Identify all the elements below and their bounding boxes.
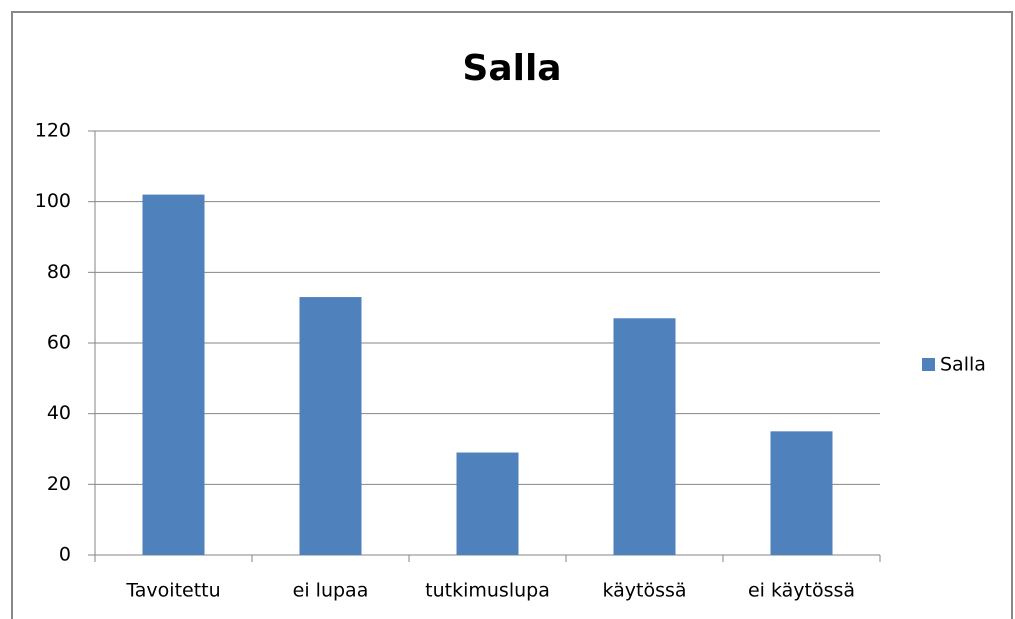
y-tick-label: 20 [47,473,71,495]
y-tick-label: 40 [47,402,71,424]
legend-label: Salla [940,354,986,376]
y-tick-label: 80 [47,261,71,283]
bar [299,297,362,555]
bar [613,318,676,555]
y-tick-label: 60 [47,332,71,354]
bar [456,452,519,555]
chart-title: Salla [462,48,561,89]
x-tick-label: tutkimuslupa [425,580,550,602]
x-tick-label: ei lupaa [293,580,369,602]
legend-swatch [922,358,935,371]
y-tick-label: 100 [35,190,71,212]
bar [770,431,833,555]
y-tick-label: 0 [59,544,71,566]
x-tick-label: Tavoitettu [125,580,220,602]
y-tick-label: 120 [35,120,71,142]
x-tick-label: ei käytössä [748,580,855,602]
x-tick-label: käytössä [602,580,686,602]
bar [142,194,205,555]
